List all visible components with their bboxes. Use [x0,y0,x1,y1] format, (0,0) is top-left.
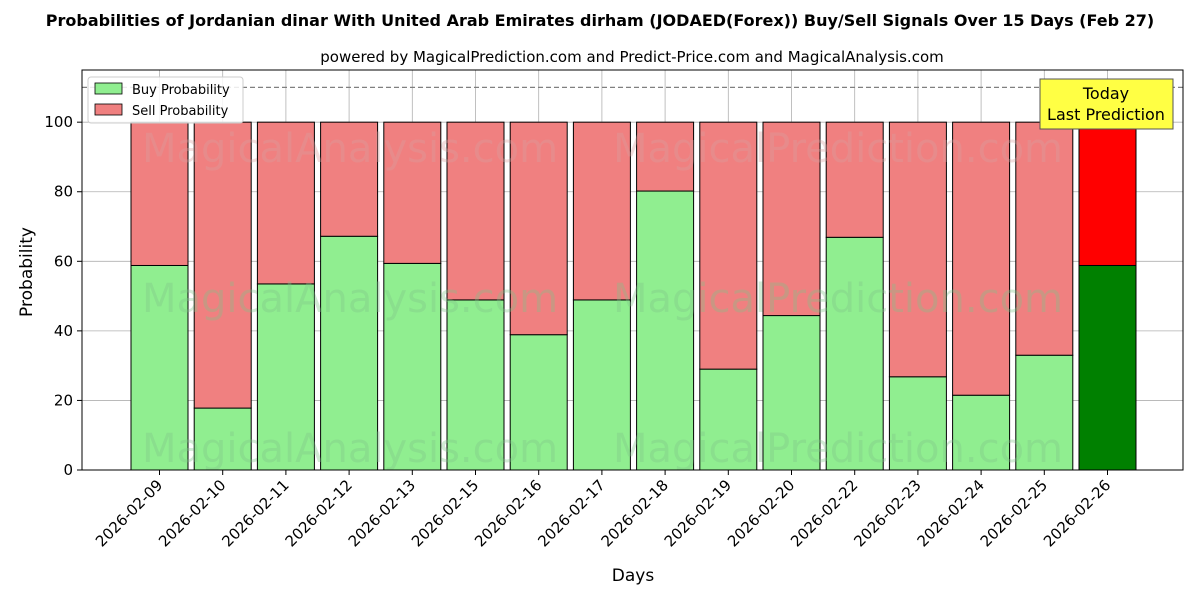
bar-sell [699,121,758,370]
bar-sell [256,121,315,285]
bar-sell [636,121,695,192]
x-tick-label: 2026-02-25 [977,476,1051,550]
bar-sell [888,121,947,378]
y-tick-label: 60 [54,252,73,270]
legend-sell-swatch [94,103,123,116]
x-tick-label: 2026-02-09 [92,476,166,550]
bar-sell [1078,121,1137,266]
bar-sell [572,121,631,301]
bar-sell [446,121,505,301]
watermark: MagicalPrediction.com [613,426,1063,472]
bar-sell [130,121,189,266]
bar-sell [1015,121,1074,356]
legend-box [87,76,244,124]
y-tick-label: 20 [54,391,73,409]
legend-buy-swatch [94,82,123,95]
bar-buy [636,190,695,471]
today-annotation-line1: Today [1082,84,1129,103]
bar-sell [952,121,1011,396]
x-tick-label: 2026-02-13 [345,476,419,550]
y-tick-label: 40 [54,322,73,340]
legend: Buy Probability Sell Probability [87,76,244,124]
y-tick-label: 0 [63,461,73,479]
x-tick-label: 2026-02-10 [155,476,229,550]
bar-buy [256,283,315,471]
x-tick-label: 2026-02-18 [598,476,672,550]
legend-buy-label: Buy Probability [132,83,230,98]
x-axis-label: Days [612,566,655,586]
bar-sell [762,121,821,317]
y-axis-label: Probability [17,227,37,317]
chart-subtitle: powered by MagicalPrediction.com and Pre… [320,48,944,66]
today-annotation-box [1039,78,1174,130]
bar-buy [509,334,568,471]
x-tick-label: 2026-02-23 [850,476,924,550]
x-tick-label: 2026-02-11 [218,476,292,550]
y-tick-label: 100 [44,113,73,131]
x-tick-label: 2026-02-15 [408,476,482,550]
watermark: MagicalAnalysis.com [142,426,558,472]
bar-sell [509,121,568,336]
chart-title: Probabilities of Jordanian dinar With Un… [46,11,1154,30]
bar-buy [383,262,442,471]
x-tick-label: 2026-02-17 [534,476,608,550]
y-axis: 0 20 40 60 80 100 [44,113,82,479]
watermark: MagicalPrediction.com [613,276,1063,322]
bar-sell [383,121,442,264]
bar-buy [320,235,379,471]
watermark: MagicalAnalysis.com [142,126,558,172]
y-tick-label: 80 [54,183,73,201]
today-annotation-line2: Last Prediction [1047,105,1165,124]
x-tick-label: 2026-02-26 [1040,476,1114,550]
bar-buy [446,299,505,471]
bar-buy [825,236,884,471]
x-tick-label: 2026-02-22 [787,476,861,550]
bar-buy [888,376,947,471]
x-tick-label: 2026-02-12 [282,476,356,550]
bar-sell [825,121,884,238]
bar-sell [320,121,379,237]
today-annotation: Today Last Prediction [1039,78,1174,130]
x-tick-label: 2026-02-16 [471,476,545,550]
bar-buy [572,299,631,471]
x-tick-label: 2026-02-20 [724,476,798,550]
watermark: MagicalAnalysis.com [142,276,558,322]
bar-buy [699,368,758,471]
x-tick-label: 2026-02-19 [661,476,735,550]
bar-buy [762,315,821,471]
bars [130,121,1137,471]
x-tick-label: 2026-02-24 [914,476,988,550]
bar-buy [193,407,252,471]
watermarks: MagicalAnalysis.com MagicalPrediction.com… [142,126,1063,472]
plot-frame [81,69,1184,471]
x-axis: 2026-02-092026-02-102026-02-112026-02-12… [92,470,1114,550]
legend-sell-label: Sell Probability [132,104,229,119]
watermark: MagicalPrediction.com [613,126,1063,172]
bar-buy [1078,264,1137,471]
